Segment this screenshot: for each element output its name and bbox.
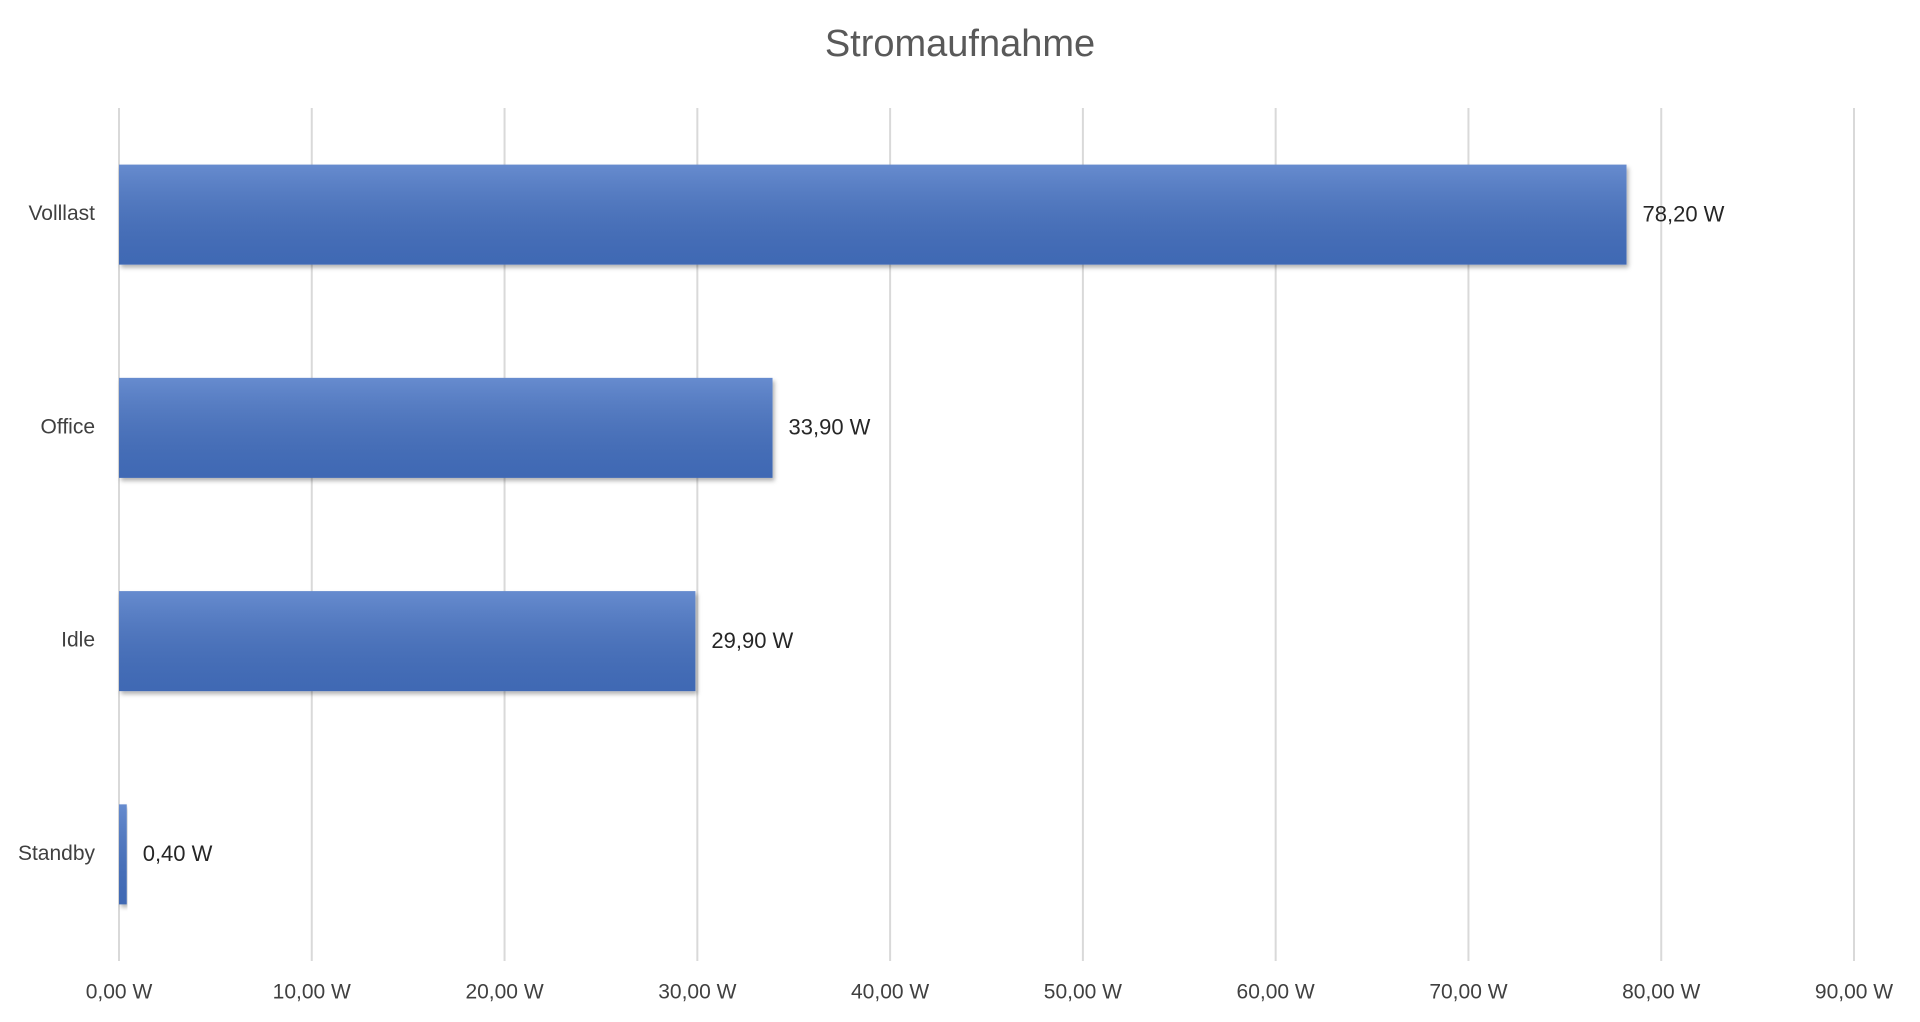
x-tick-label: 70,00 W [1429, 981, 1507, 1004]
bar [119, 591, 696, 692]
x-tick-label: 30,00 W [658, 981, 736, 1004]
y-tick-label: Idle [61, 629, 95, 652]
y-tick-label: Standby [18, 842, 96, 865]
value-label: 78,20 W [1643, 201, 1725, 226]
y-tick-label: Volllast [28, 202, 95, 225]
value-label: 0,40 W [143, 841, 213, 866]
x-tick-label: 20,00 W [465, 981, 543, 1004]
y-tick-label: Office [41, 415, 95, 438]
bar [119, 804, 127, 905]
x-tick-label: 40,00 W [851, 981, 929, 1004]
x-tick-label: 80,00 W [1622, 981, 1700, 1004]
x-tick-label: 0,00 W [86, 981, 153, 1004]
value-label: 33,90 W [789, 415, 871, 440]
bar [119, 164, 1627, 265]
x-tick-label: 50,00 W [1044, 981, 1122, 1004]
x-tick-label: 90,00 W [1815, 981, 1893, 1004]
x-tick-label: 60,00 W [1237, 981, 1315, 1004]
bar [119, 377, 773, 478]
x-tick-label: 10,00 W [273, 981, 351, 1004]
chart-title: Stromaufnahme [825, 23, 1095, 65]
value-label: 29,90 W [711, 628, 793, 653]
